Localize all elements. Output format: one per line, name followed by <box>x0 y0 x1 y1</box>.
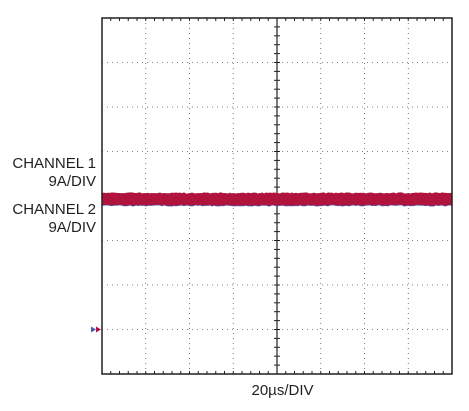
ground-marker <box>96 326 101 333</box>
channel-1-trace <box>102 192 452 206</box>
plot-frame <box>101 17 453 375</box>
ground-marker <box>91 326 96 333</box>
time-scale-label: 20µs/DIV <box>251 382 314 399</box>
channel-2-label: CHANNEL 2 <box>12 201 96 218</box>
channel-1-scale: 9A/DIV <box>48 173 96 190</box>
ground-markers <box>91 326 101 333</box>
channel-1-label: CHANNEL 1 <box>12 155 96 172</box>
channel-2-scale: 9A/DIV <box>48 219 96 236</box>
traces <box>102 192 452 207</box>
